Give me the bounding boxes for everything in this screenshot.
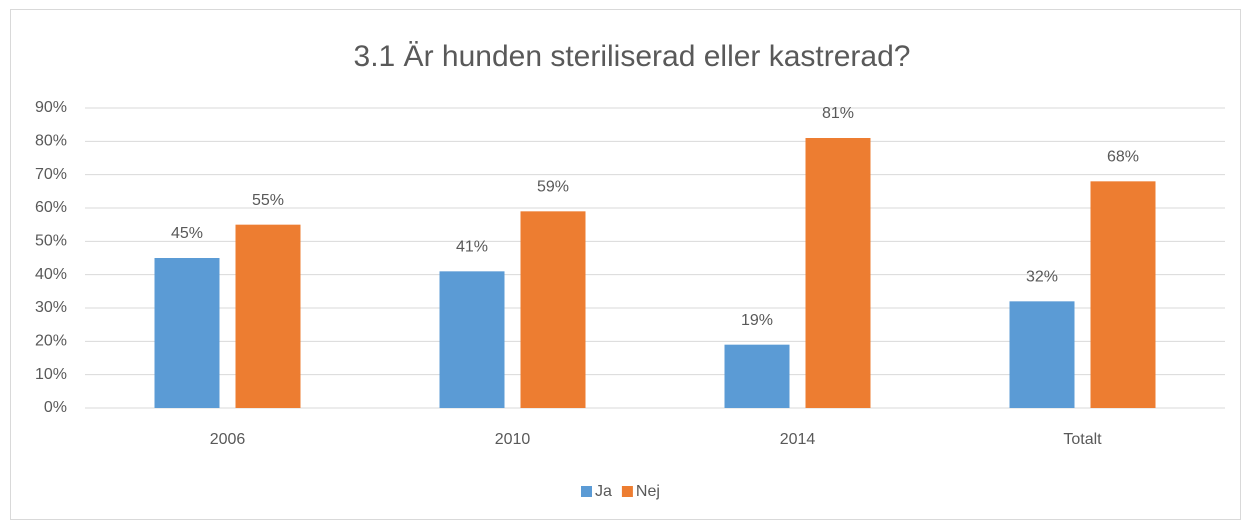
- y-tick-label: 30%: [35, 299, 67, 316]
- x-tick-label: 2006: [210, 431, 246, 448]
- y-tick-label: 80%: [35, 133, 67, 150]
- value-label: 45%: [171, 225, 203, 242]
- value-label: 41%: [456, 239, 488, 256]
- bar: [439, 271, 505, 408]
- y-tick-label: 70%: [35, 166, 67, 183]
- y-tick-label: 60%: [35, 199, 67, 216]
- legend-label: Ja: [595, 483, 612, 500]
- y-tick-label: 50%: [35, 233, 67, 250]
- x-tick-label: 2010: [495, 431, 531, 448]
- bar: [805, 138, 871, 408]
- y-tick-label: 10%: [35, 366, 67, 383]
- value-label: 19%: [741, 312, 773, 329]
- legend-swatch: [581, 486, 592, 497]
- value-label: 81%: [822, 105, 854, 122]
- y-tick-label: 90%: [35, 99, 67, 116]
- bar: [724, 344, 790, 408]
- bar: [1009, 301, 1075, 408]
- y-tick-label: 40%: [35, 266, 67, 283]
- bar: [520, 211, 586, 408]
- legend-label: Nej: [636, 483, 660, 500]
- bar: [154, 258, 220, 408]
- value-label: 59%: [537, 179, 569, 196]
- bar: [235, 224, 301, 408]
- value-label: 68%: [1107, 149, 1139, 166]
- y-tick-label: 20%: [35, 333, 67, 350]
- legend-swatch: [621, 486, 633, 497]
- y-tick-label: 0%: [44, 399, 67, 416]
- x-tick-label: Totalt: [1063, 431, 1102, 448]
- chart-title: 3.1 Är hunden steriliserad eller kastrer…: [354, 40, 911, 73]
- value-label: 32%: [1026, 269, 1058, 286]
- bar: [1090, 181, 1156, 408]
- value-label: 55%: [252, 192, 284, 209]
- x-tick-label: 2014: [780, 431, 816, 448]
